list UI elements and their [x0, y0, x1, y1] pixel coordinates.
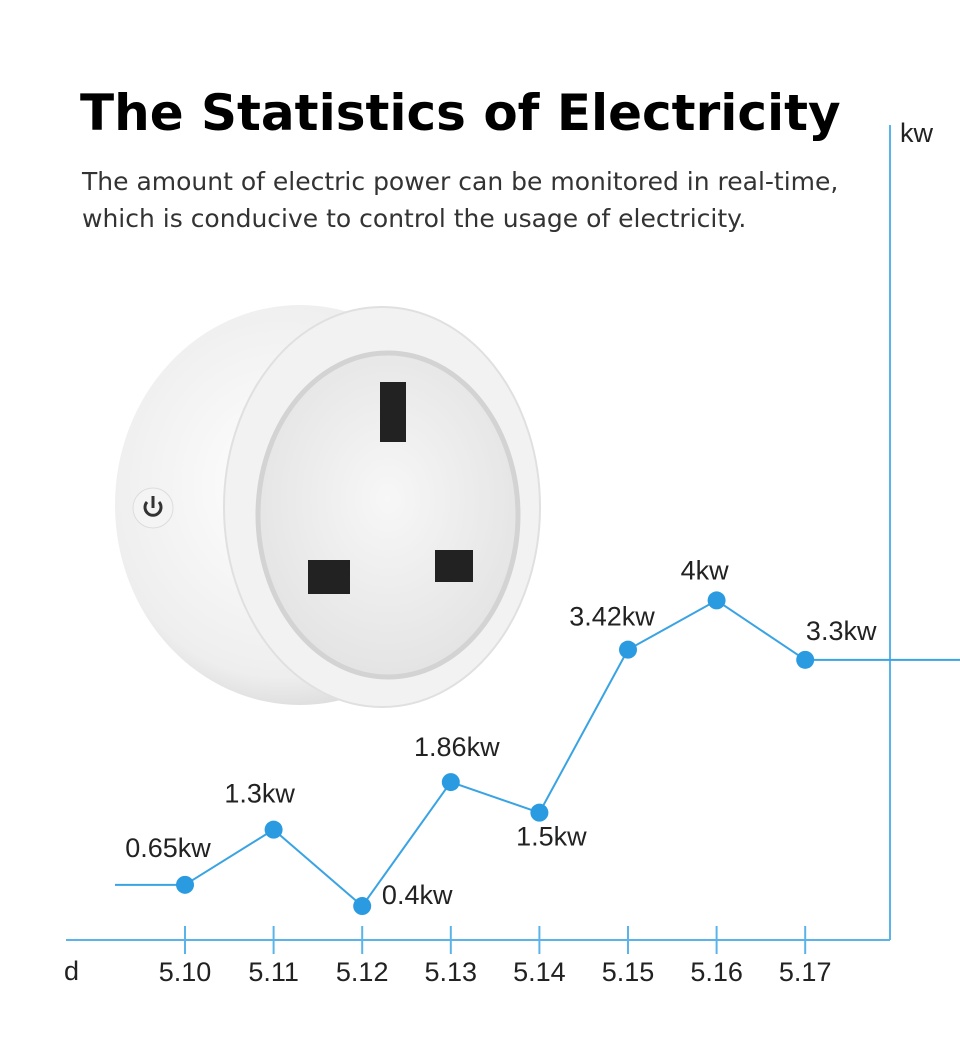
x-tick-label: 5.17: [779, 957, 832, 987]
data-label: 0.4kw: [382, 880, 453, 910]
data-label: 3.3kw: [806, 616, 877, 646]
data-label: 1.3kw: [224, 779, 295, 809]
data-point: [619, 640, 637, 659]
data-label: 3.42kw: [569, 602, 655, 632]
data-label: 1.86kw: [414, 732, 500, 762]
x-tick-label: 5.12: [336, 957, 389, 987]
data-point: [796, 650, 815, 669]
data-point: [707, 591, 726, 610]
data-point: [530, 803, 549, 822]
data-point: [441, 773, 460, 792]
subtitle: The amount of electric power can be moni…: [81, 167, 838, 196]
x-axis-label: d: [64, 956, 79, 986]
subtitle: which is conducive to control the usage …: [82, 204, 746, 233]
x-tick-label: 5.10: [159, 957, 212, 987]
data-label: 4kw: [681, 555, 730, 585]
data-label: 1.5kw: [516, 822, 587, 852]
data-point: [264, 820, 283, 839]
x-tick-label: 5.11: [248, 957, 299, 987]
title: The Statistics of Electricity: [80, 84, 841, 142]
data-line: [184, 599, 806, 908]
data-label: 0.65kw: [125, 833, 211, 863]
data-point: [176, 875, 194, 894]
x-tick-label: 5.13: [425, 957, 478, 987]
plug-image: [115, 305, 541, 708]
data-point: [353, 897, 372, 916]
x-tick-label: 5.14: [513, 957, 566, 987]
x-tick-label: 5.16: [690, 957, 743, 987]
x-tick-label: 5.15: [602, 957, 655, 987]
y-axis-label: kw: [900, 118, 934, 148]
